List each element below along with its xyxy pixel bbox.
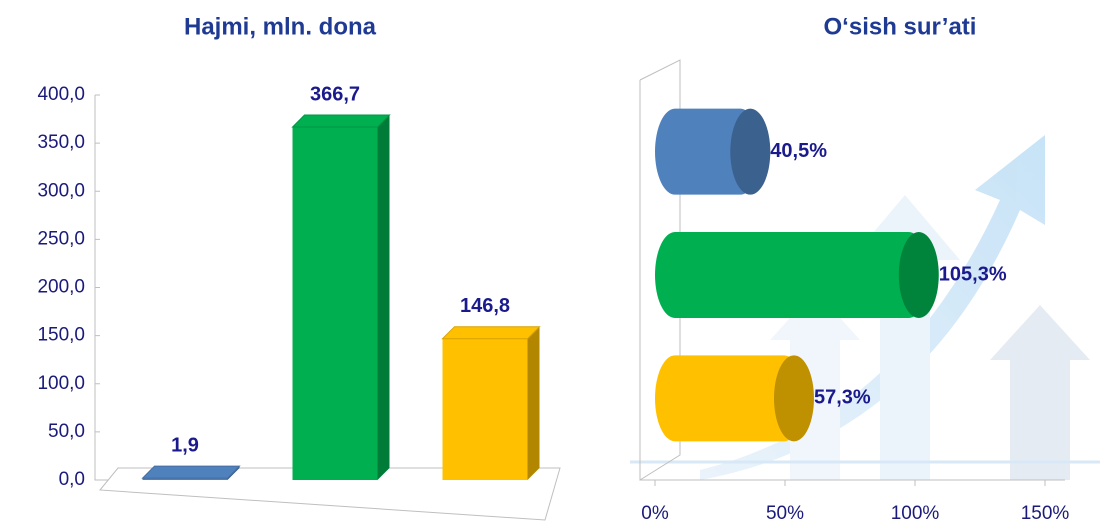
bar-top: [443, 327, 540, 339]
bar-cap: [774, 355, 814, 441]
x-tick-label: 50%: [766, 503, 804, 524]
bar-top: [293, 115, 390, 127]
bar: [655, 232, 929, 318]
bar-cap: [899, 232, 939, 318]
page: Hajmi, mln. dona O‘sish sur’ati 0,0 50,0 1…: [0, 0, 1102, 531]
chart-title: Hajmi, mln. dona: [184, 13, 377, 40]
bar: [293, 127, 378, 480]
chart-title: O‘sish sur’ati: [824, 13, 977, 40]
y-tick-label: 0,0: [59, 469, 85, 490]
x-tick-label: 150%: [1021, 503, 1070, 524]
x-tick-label: 100%: [891, 503, 940, 524]
bar-top: [143, 466, 240, 478]
y-tick-label: 250,0: [37, 228, 85, 249]
bar-side: [378, 115, 390, 480]
y-tick-label: 300,0: [37, 180, 85, 201]
y-tick-label: 200,0: [37, 277, 85, 298]
value-label: 146,8: [460, 295, 510, 317]
y-tick-label: 100,0: [37, 373, 85, 394]
value-label: 40,5%: [770, 140, 827, 162]
bar-side: [528, 327, 540, 480]
value-label: 57,3%: [814, 387, 871, 409]
y-tick-label: 400,0: [37, 84, 85, 105]
value-label: 1,9: [171, 434, 199, 456]
bar-cap: [730, 109, 770, 195]
value-label: 366,7: [310, 83, 360, 105]
value-label: 105,3%: [939, 263, 1007, 285]
y-tick-label: 150,0: [37, 325, 85, 346]
bar: [443, 339, 528, 480]
x-tick-label: 0%: [641, 503, 669, 524]
y-tick-label: 50,0: [48, 421, 85, 442]
y-tick-label: 350,0: [37, 132, 85, 153]
